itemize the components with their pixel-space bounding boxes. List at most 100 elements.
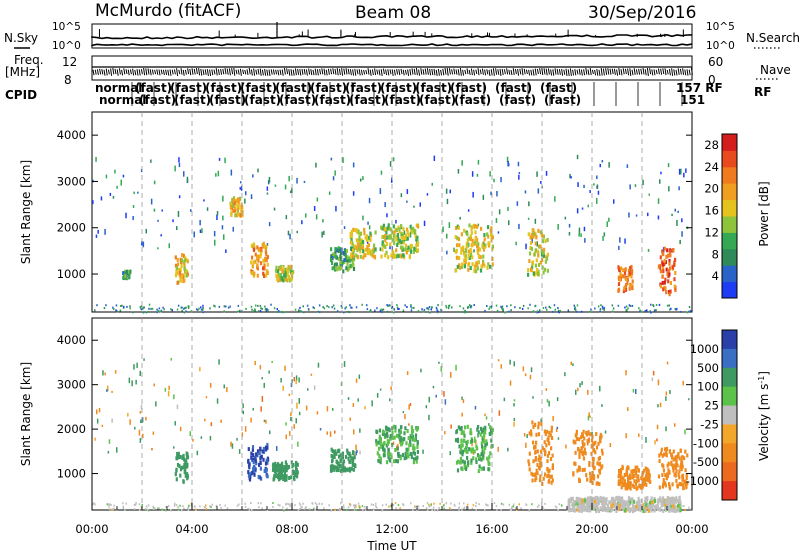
echo-cell [352,456,355,461]
echo-cell [340,468,343,473]
ground-scatter [458,502,461,505]
echo-speckle [244,198,246,204]
echo-cell [670,452,673,457]
echo-cell [579,502,582,507]
echo-cell [339,256,342,261]
freq-mark [176,68,179,76]
echo-cell [375,439,378,444]
ground-scatter [542,506,544,509]
freq-mark [433,68,436,76]
ground-scatter [157,310,160,313]
echo-cell [465,241,468,246]
echo-cell [662,482,665,487]
freq-mark [198,68,201,76]
echo-cell [174,273,178,278]
ground-scatter [448,304,451,307]
ground-scatter [375,506,378,509]
echo-cell [126,275,129,280]
ground-scatter [300,507,302,510]
ground-scatter [362,509,364,512]
echo-cell [659,507,662,512]
echo-speckle [271,361,273,364]
echo-cell [399,245,403,250]
ground-scatter [353,508,356,511]
echo-cell [665,450,668,455]
echo-cell [176,455,179,460]
echo-speckle [218,359,220,365]
echo-speckle [647,248,650,252]
ground-scatter [467,306,470,308]
noise-tick-bottom-right: 10^0 [706,40,735,52]
ground-scatter [237,310,239,313]
echo-cell [367,250,370,255]
echo-cell [635,504,638,509]
echo-speckle [446,233,448,239]
echo-cell [366,245,369,249]
freq-mark [607,68,610,75]
echo-cell [630,269,633,274]
ground-scatter [386,304,388,306]
echo-cell [412,249,415,254]
date-title: 30/Sep/2016 [588,3,696,23]
echo-cell [532,424,535,429]
echo-cell [351,260,354,265]
ground-scatter [531,503,533,506]
echo-cell [379,460,382,465]
echo-cell [642,477,645,482]
ground-scatter [528,509,530,512]
echo-speckle [92,200,94,205]
echo-cell [257,258,260,263]
echo-cell [291,469,294,474]
echo-cell [282,269,285,274]
echo-speckle [556,426,559,430]
echo-speckle [261,396,264,402]
velocity-heatmap [92,358,693,514]
freq-mark [402,69,405,76]
echo-cell [536,268,539,272]
echo-speckle [570,361,572,365]
cpid-label-bottom: (fast) [209,93,246,107]
freq-mark [367,68,370,75]
ground-scatter [417,310,420,312]
echo-speckle [214,239,216,246]
freq-mark [448,68,451,75]
echo-cell [677,504,680,509]
ground-scatter [326,305,328,308]
echo-cell [666,473,669,478]
echo-cell [259,466,262,471]
ground-scatter [321,502,323,505]
ground-scatter [443,507,445,510]
ground-scatter [165,509,167,512]
echo-cell [384,227,387,232]
ground-scatter [144,508,147,511]
echo-cell [178,272,181,277]
echo-cell [454,438,458,443]
echo-cell [398,227,401,232]
ground-scatter [369,310,371,313]
echo-cell [456,437,459,442]
echo-cell [645,470,648,475]
echo-cell [649,480,652,485]
ground-scatter [332,304,335,307]
echo-cell [284,273,287,278]
echo-cell [539,474,542,479]
ground-scatter [341,306,343,309]
echo-cell [378,434,381,439]
ground-scatter [355,306,358,309]
echo-cell [182,453,185,458]
ground-scatter [283,509,285,512]
ground-scatter [430,504,432,507]
ground-scatter [391,306,394,308]
echo-cell [347,456,350,461]
echo-cell [482,427,485,432]
echo-cell [668,482,671,487]
echo-cell [264,273,267,278]
echo-cell [332,253,335,258]
echo-cell [355,229,358,234]
echo-speckle [406,200,408,203]
echo-cell [282,266,285,271]
echo-cell [653,499,657,503]
ground-scatter [109,503,111,506]
ground-scatter [340,502,342,505]
freq-mark [525,69,528,75]
